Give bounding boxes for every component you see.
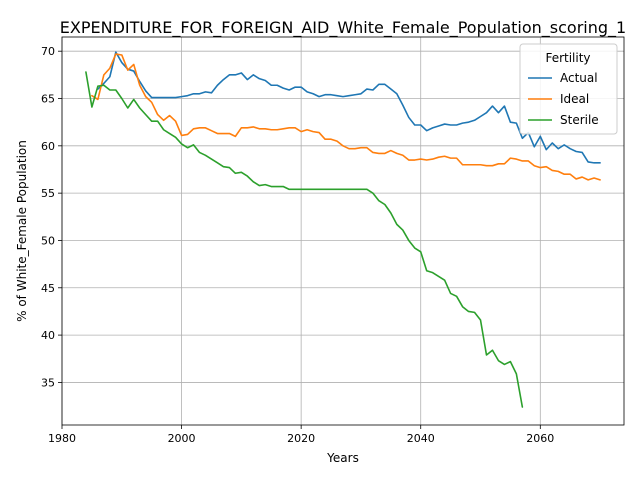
x-tick-label: 1980 [48,432,76,445]
y-axis: 35 40 45 50 55 60 65 70 [41,45,62,389]
x-axis: 1980 2000 2020 2040 2060 [48,425,554,445]
series-line-actual [97,51,601,164]
legend-title: Fertility [545,51,590,65]
x-tick-label: 2020 [287,432,315,445]
y-tick-label: 45 [41,282,55,295]
y-tick-label: 60 [41,140,55,153]
series-line-sterile [85,71,524,408]
series-layer [85,51,601,408]
y-tick-label: 55 [41,187,55,200]
y-axis-label: % of White_Female Population [15,140,29,322]
legend-label-actual: Actual [560,71,598,85]
legend-box [519,43,618,135]
legend-label-sterile: Sterile [560,113,599,127]
x-tick-label: 2000 [168,432,196,445]
x-tick-label: 2060 [526,432,554,445]
y-tick-label: 40 [41,329,55,342]
x-axis-label: Years [326,451,359,465]
y-tick-label: 65 [41,93,55,106]
y-tick-label: 70 [41,45,55,58]
y-tick-label: 50 [41,234,55,247]
legend-label-ideal: Ideal [560,92,589,106]
legend: Fertility Actual Ideal Sterile [519,43,618,135]
x-tick-label: 2040 [407,432,435,445]
series-line-ideal [91,53,601,181]
chart-title: EXPENDITURE_FOR_FOREIGN_AID_White_Female… [60,18,626,38]
y-tick-label: 35 [41,376,55,389]
plot-frame [61,36,625,426]
